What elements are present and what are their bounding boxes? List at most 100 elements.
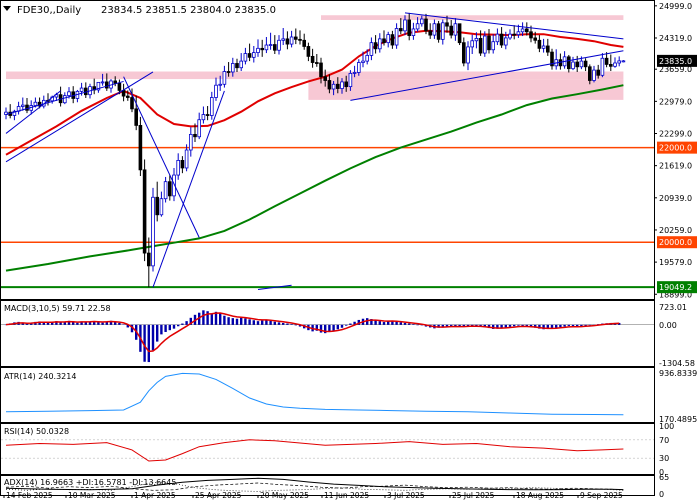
macd-histogram-bar [4,324,8,326]
candle-body [537,39,542,49]
candle-body [323,76,327,81]
macd-histogram-bar [374,320,377,325]
candle-body [151,196,155,267]
candle-body [209,97,214,116]
macd-histogram-bar [118,322,121,325]
candle-body [382,38,386,44]
macd-histogram-bar [508,324,512,327]
macd-histogram-bar [571,324,575,327]
price-tag-label: 23835.0 [659,57,692,66]
date-axis-label: 11 Jun 2025 [324,491,369,500]
macd-histogram-bar [563,324,566,327]
candle-body [503,37,508,46]
macd-axis-tick-label: 0.00 [659,321,677,330]
candle-body [260,47,264,51]
macd-histogram-bar [408,323,411,325]
candle-body [134,108,139,126]
candle-body [298,38,302,41]
adx-axis-tick-label: 65 [659,473,669,482]
candle-body [79,87,84,92]
macd-histogram-bar [105,321,108,325]
macd-histogram-bar [584,324,587,326]
macd-histogram-bar [273,321,276,325]
candle-body [466,46,470,64]
candle-body [508,33,512,39]
atr-panel-frame [0,367,655,423]
candle-body [482,35,487,54]
collapse-triangle-icon[interactable] [3,6,11,11]
date-axis-label: 1 Apr 2025 [134,491,176,500]
candle-body [596,69,600,76]
price-tag-label: 19049.2 [659,283,692,292]
candle-body [33,101,38,106]
candle-body [613,62,617,67]
atr-panel: ATR(14) 240.3214 936.8339 170.4895 [4,369,697,424]
resistance-zone [6,71,624,80]
macd-histogram-bar [525,324,528,327]
candle-body [541,45,546,49]
resistance-zones [6,15,624,100]
rsi-panel: RSI(14) 50.0328 100 70 30 0 [1,422,674,477]
candle-body [251,52,256,58]
candle-body [230,63,235,73]
macd-histogram-bar [555,324,558,328]
macd-histogram-bar [395,321,398,325]
candle-body [176,160,181,176]
trend-line [404,12,624,40]
adx-title: ADX(14) 16.9663 +DI:16.5781 -DI:13.6645 [4,478,176,487]
atr-axis-tick-label: 170.4895 [659,415,697,424]
candle-body [302,39,306,47]
atr-axis-tick-label: 936.8339 [659,369,697,378]
candle-body [167,181,172,197]
candle-body [356,62,361,73]
candle-body [499,33,504,46]
candle-body [163,181,168,200]
candle-body [218,83,223,86]
macd-histogram-bar [546,324,549,329]
rsi-panel-frame [0,423,655,475]
macd-histogram-bar [151,324,155,351]
macd-histogram-bar [517,324,520,326]
candle-body [188,133,193,151]
candle-body [239,60,244,69]
adx-panel-frame [0,475,655,496]
candle-body [449,25,453,36]
adx-series-line [5,477,624,491]
macd-histogram-bar [370,319,373,325]
candle-body [592,69,596,81]
macd-histogram-bar [538,324,541,329]
candle-body [285,38,290,45]
macd-histogram-bar [59,322,62,325]
candle-body [470,40,474,48]
price-tag-box [657,236,697,249]
candle-body [453,23,458,36]
macd-histogram-bar [101,322,104,325]
candle-body [247,53,252,58]
price-tags: 23835.0 22000.0 20000.0 19049.2 [657,54,697,294]
macd-histogram-bar [164,324,167,332]
macd-histogram-bar [454,324,457,327]
price-tag-box [657,281,697,294]
candle-body [373,42,378,50]
macd-histogram-bar [462,324,465,327]
macd-histogram-bar [189,317,192,325]
macd-signal-line [5,312,620,353]
candle-body [516,31,521,36]
adx-series-line [5,482,624,492]
candle-body [138,125,143,171]
candle-body [398,28,403,32]
macd-histogram-bar [244,318,247,325]
price-axis-tick-label: 24999.0 [659,2,692,11]
atr-title: ATR(14) 240.3214 [4,372,76,381]
macd-histogram-bar [328,324,331,332]
trend-line [123,76,200,238]
main-panel-frame [0,0,655,300]
macd-histogram-bar [261,320,264,325]
candle-body [583,60,588,68]
panel-frames [0,0,655,496]
atr-line [5,372,624,416]
candle-body [571,61,575,70]
candle-body [180,160,185,169]
macd-histogram-bar [420,324,423,326]
